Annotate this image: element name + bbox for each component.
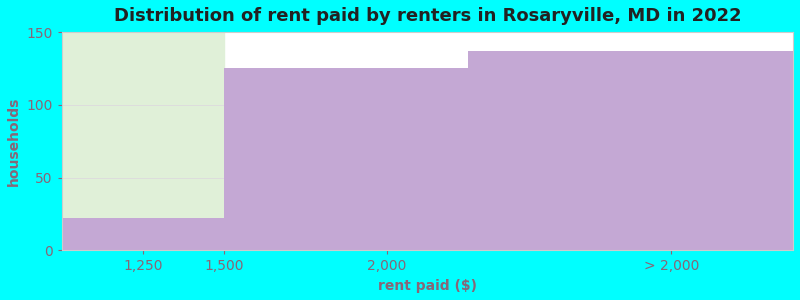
Bar — [62, 32, 224, 250]
Y-axis label: households: households — [7, 97, 21, 186]
Title: Distribution of rent paid by renters in Rosaryville, MD in 2022: Distribution of rent paid by renters in … — [114, 7, 742, 25]
Bar — [62, 218, 224, 250]
Bar — [468, 51, 793, 250]
X-axis label: rent paid ($): rent paid ($) — [378, 279, 477, 293]
Bar — [224, 68, 468, 250]
